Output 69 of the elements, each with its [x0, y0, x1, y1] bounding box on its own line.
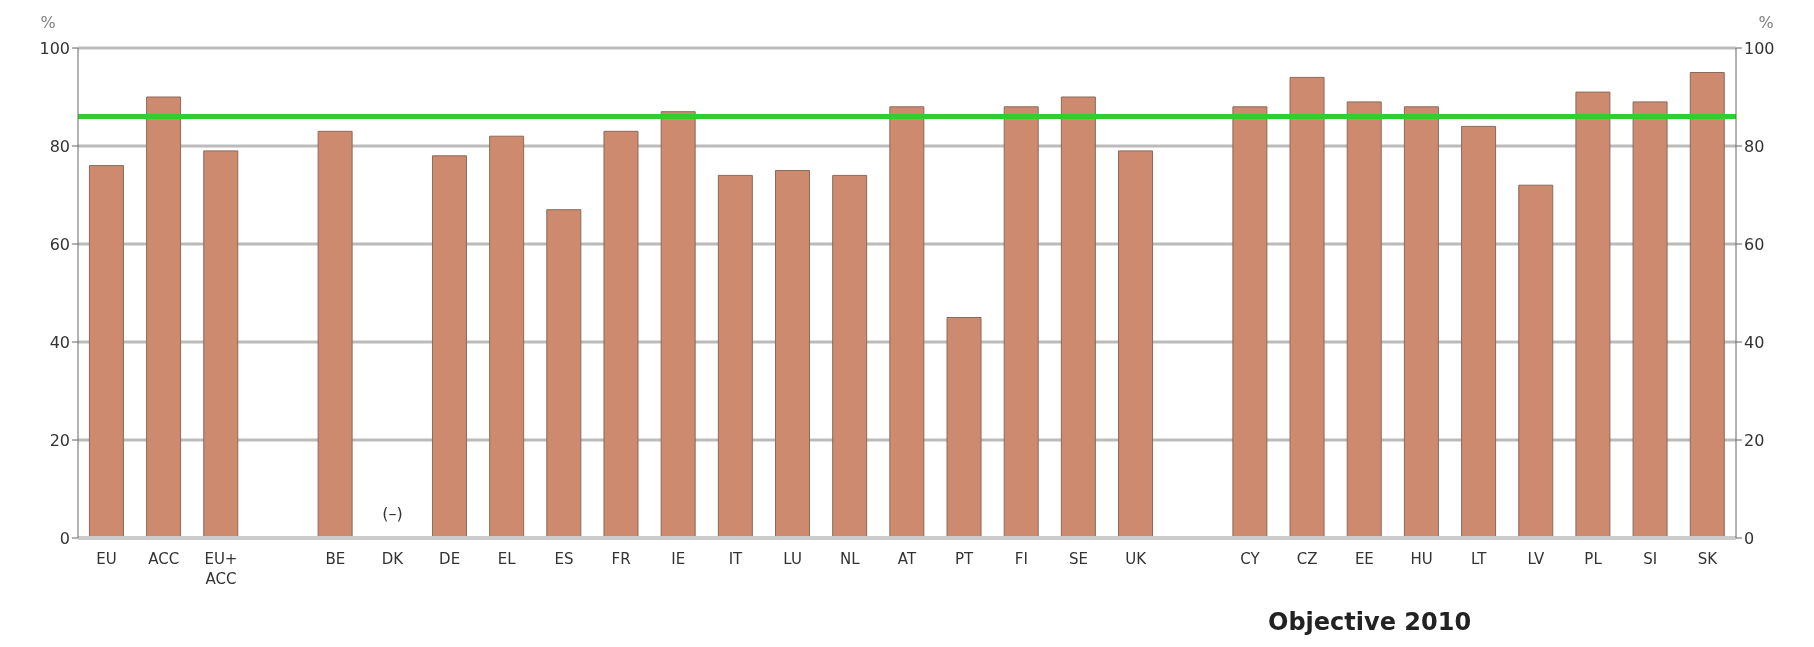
bar — [832, 174, 868, 538]
x-tick-label: DE — [439, 550, 461, 568]
bar — [546, 209, 582, 538]
bar — [1689, 72, 1725, 538]
y-tick-label: 40 — [49, 332, 70, 352]
x-tick-label: HU — [1410, 550, 1433, 568]
x-tick-label: IE — [671, 550, 686, 568]
x-tick-label: SK — [1697, 550, 1719, 568]
x-tick-label: FR — [611, 550, 631, 568]
x-tick-label: NL — [840, 550, 861, 568]
x-tick-label: SI — [1643, 550, 1658, 568]
bar — [1346, 101, 1382, 538]
x-tick-label: LT — [1470, 550, 1488, 568]
x-tick-label: ACC — [148, 550, 180, 568]
bar — [889, 106, 925, 538]
x-tick-label: FI — [1014, 550, 1028, 568]
x-tick-label: AT — [897, 550, 917, 568]
x-tick-label: SE — [1069, 550, 1089, 568]
y2-tick-label: 60 — [1744, 234, 1765, 254]
x-tick-label: BE — [325, 550, 346, 568]
y2-tick-label: 20 — [1744, 430, 1765, 450]
bar — [946, 317, 982, 538]
bar — [317, 130, 353, 538]
y-tick-label: 20 — [49, 430, 70, 450]
bar — [1403, 106, 1439, 538]
bar — [146, 96, 182, 538]
bar — [203, 150, 239, 538]
x-tick-label: CY — [1240, 550, 1261, 568]
bar — [775, 170, 810, 538]
y2-tick-label: 40 — [1744, 332, 1765, 352]
x-tick-label: EL — [497, 550, 517, 568]
bar — [431, 155, 467, 538]
bar — [1003, 106, 1039, 538]
bar — [1632, 101, 1668, 538]
bar — [1461, 125, 1497, 538]
bar — [1518, 184, 1554, 538]
y-tick-label: 80 — [49, 136, 70, 156]
y-axis-title: % — [40, 13, 56, 32]
y2-tick-label: 100 — [1744, 38, 1775, 58]
bar — [717, 174, 753, 538]
bar — [1289, 76, 1325, 538]
bar — [489, 135, 525, 538]
bar — [1060, 96, 1096, 538]
x-tick-label: PL — [1584, 550, 1603, 568]
bar — [660, 111, 696, 538]
y2-tick-label: 80 — [1744, 136, 1765, 156]
y2-tick-label: 0 — [1744, 528, 1755, 548]
bar — [1118, 150, 1154, 538]
y2-axis-title: % — [1758, 13, 1774, 32]
y-tick-label: 0 — [59, 528, 70, 548]
x-tick-label: LU — [783, 550, 802, 568]
x-tick-label: IT — [728, 550, 744, 568]
y-tick-label: 60 — [49, 234, 70, 254]
bar — [88, 165, 124, 538]
text: Objective 2010 — [1268, 608, 1472, 636]
x-tick-label: ES — [554, 550, 574, 568]
x-tick-label: EU+ ACC — [204, 550, 238, 588]
y-tick-label: 100 — [39, 38, 70, 58]
x-tick-label: PT — [955, 550, 975, 568]
x-tick-label: CZ — [1296, 550, 1318, 568]
annotation: (–) — [382, 504, 403, 524]
x-tick-label: EU — [96, 550, 117, 568]
x-tick-label: EE — [1354, 550, 1374, 568]
bar — [603, 130, 639, 538]
x-tick-label: UK — [1125, 550, 1148, 568]
x-tick-label: DK — [381, 550, 405, 568]
bar — [1575, 91, 1611, 538]
bar — [1232, 106, 1268, 538]
x-tick-label: LV — [1527, 550, 1546, 568]
